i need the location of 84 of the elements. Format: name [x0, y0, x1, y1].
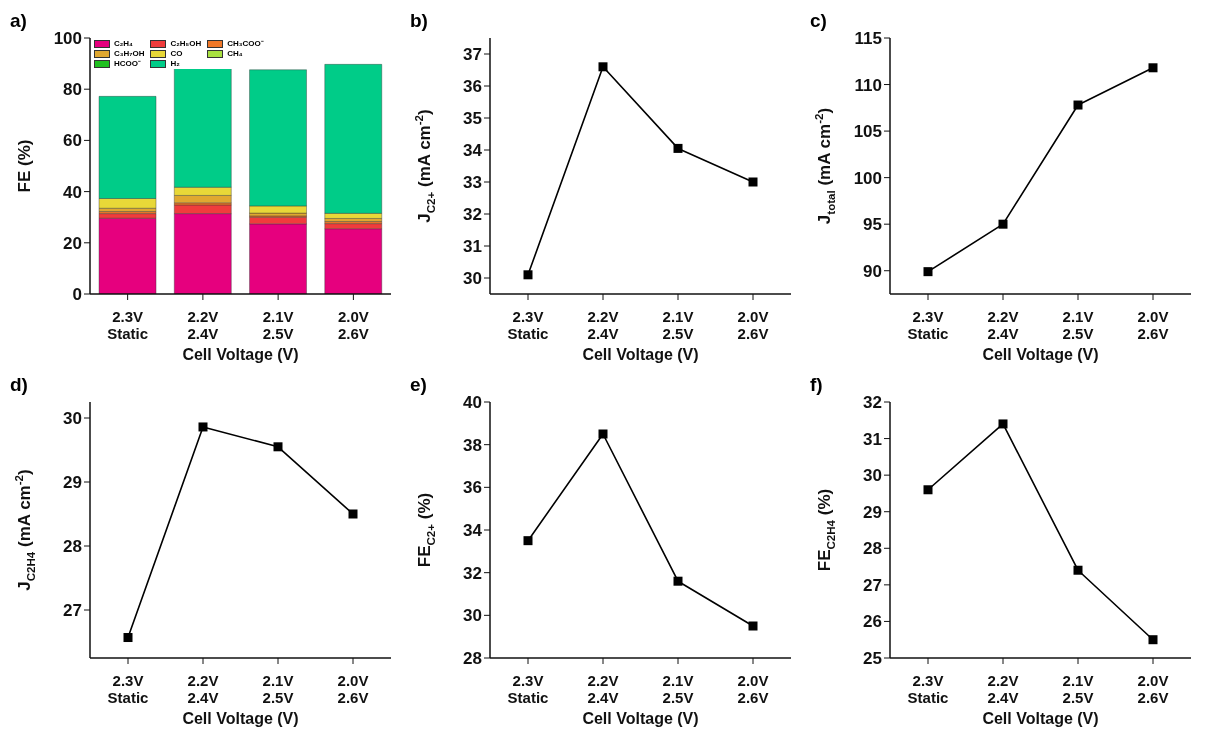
x-tick-label: 2.3V Static	[907, 307, 949, 342]
x-axis-title: Cell Voltage (V)	[982, 346, 1099, 363]
x-tick-label: 2.3V Static	[907, 671, 949, 706]
x-tick-label: 2.1V 2.5V	[662, 307, 694, 342]
chart-title: d)	[10, 374, 28, 396]
x-tick-label: 2.3V Static	[507, 307, 549, 342]
y-tick-label: 40	[63, 182, 82, 202]
y-tick-label: 27	[863, 575, 882, 595]
y-tick-label: 30	[63, 409, 82, 429]
y-tick-label: 27	[63, 601, 82, 621]
y-tick-label: 30	[463, 269, 482, 289]
y-tick-label: 115	[854, 29, 882, 49]
x-tick-label: 2.1V 2.5V	[262, 671, 294, 706]
y-tick-label: 26	[863, 612, 882, 632]
y-tick-label: 36	[463, 478, 482, 498]
legend-label: C₂H₅OH	[169, 39, 203, 49]
x-axis-title: Cell Voltage (V)	[182, 346, 299, 363]
y-tick-label: 30	[863, 466, 882, 486]
x-tick-label: 2.3V Static	[107, 671, 149, 706]
y-tick-label: 31	[463, 237, 482, 257]
x-tick-label: 2.2V 2.4V	[987, 307, 1019, 342]
y-tick-label: 29	[63, 473, 82, 493]
x-tick-label: 2.0V 2.6V	[1137, 307, 1169, 342]
y-tick-label: 38	[463, 435, 482, 455]
y-tick-label: 32	[463, 205, 482, 225]
y-tick-label: 28	[63, 537, 82, 557]
y-tick-label: 34	[463, 141, 483, 161]
x-axis-title: Cell Voltage (V)	[182, 710, 299, 727]
y-tick-label: 37	[463, 45, 482, 65]
legend-label: HCOO⁻	[113, 59, 142, 69]
x-tick-label: 2.2V 2.4V	[187, 307, 219, 342]
y-tick-label: 60	[63, 131, 82, 151]
x-axis-title: Cell Voltage (V)	[582, 346, 699, 363]
x-tick-label: 2.0V 2.6V	[1137, 671, 1169, 706]
x-tick-label: 2.0V 2.6V	[337, 307, 369, 342]
x-tick-label: 2.2V 2.4V	[587, 671, 619, 706]
x-tick-label: 2.0V 2.6V	[337, 671, 369, 706]
y-tick-label: 31	[863, 429, 882, 449]
y-tick-label: 100	[53, 29, 82, 49]
x-axis-title: Cell Voltage (V)	[582, 710, 699, 727]
legend-label: C₃H₇OH	[113, 49, 146, 59]
y-tick-label: 28	[463, 649, 482, 669]
x-tick-label: 2.0V 2.6V	[737, 671, 769, 706]
x-tick-label: 2.2V 2.4V	[587, 307, 619, 342]
x-tick-label: 2.1V 2.5V	[662, 671, 694, 706]
y-tick-label: 90	[863, 261, 882, 281]
y-tick-label: 32	[463, 563, 482, 583]
x-tick-label: 2.2V 2.4V	[987, 671, 1019, 706]
x-axis-title: Cell Voltage (V)	[982, 710, 1099, 727]
x-tick-label: 2.2V 2.4V	[187, 671, 219, 706]
y-tick-label: 0	[72, 285, 82, 305]
y-tick-label: 33	[463, 173, 482, 193]
y-tick-label: 29	[863, 502, 882, 522]
y-tick-label: 95	[863, 215, 882, 235]
y-tick-label: 105	[853, 122, 882, 142]
y-tick-label: 25	[863, 649, 882, 669]
y-tick-label: 34	[463, 521, 483, 541]
x-tick-label: 2.0V 2.6V	[737, 307, 769, 342]
y-tick-label: 110	[854, 75, 882, 95]
legend-label: C₂H₄	[113, 39, 134, 49]
y-tick-label: 80	[63, 80, 82, 100]
y-tick-label: 30	[463, 606, 482, 626]
y-axis-title: FE (%)	[15, 139, 35, 193]
y-tick-label: 28	[863, 539, 882, 559]
x-tick-label: 2.1V 2.5V	[1062, 671, 1094, 706]
chart-title: b)	[410, 10, 428, 32]
y-tick-label: 32	[863, 393, 882, 413]
legend-label: H₂	[169, 59, 181, 69]
y-tick-label: 100	[853, 168, 882, 188]
y-tick-label: 40	[463, 393, 482, 413]
legend-label: CH₃COO⁻	[226, 39, 265, 49]
y-tick-label: 35	[463, 109, 482, 129]
legend-label: CH₄	[226, 49, 244, 59]
chart-title: f)	[810, 374, 823, 396]
chart-title: a)	[10, 10, 27, 32]
chart-title: e)	[410, 374, 427, 396]
legend-label: CO	[169, 49, 184, 59]
chart-title: c)	[810, 10, 827, 32]
x-tick-label: 2.1V 2.5V	[1062, 307, 1094, 342]
y-tick-label: 20	[63, 233, 82, 253]
y-tick-label: 36	[463, 77, 482, 97]
x-tick-label: 2.3V Static	[107, 307, 149, 342]
x-tick-label: 2.3V Static	[507, 671, 549, 706]
x-tick-label: 2.1V 2.5V	[262, 307, 294, 342]
